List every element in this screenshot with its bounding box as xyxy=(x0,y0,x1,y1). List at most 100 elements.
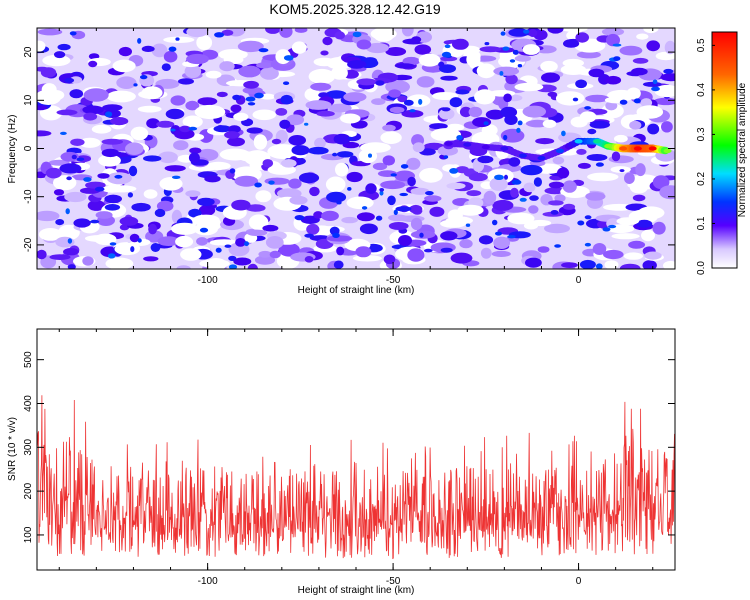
heatmap-cell xyxy=(253,134,268,150)
heatmap-cell xyxy=(179,125,191,133)
heatmap-cell xyxy=(540,60,558,73)
heatmap-cell xyxy=(89,219,100,224)
ridge-point xyxy=(481,144,490,150)
heatmap-cell xyxy=(53,189,65,196)
heatmap-cell xyxy=(88,60,98,68)
heatmap-cell xyxy=(635,163,646,177)
heatmap-cell xyxy=(419,167,443,183)
heatmap-cell xyxy=(65,208,70,215)
heatmap-cell xyxy=(131,202,151,212)
heatmap-cell xyxy=(291,145,310,156)
heatmap-cell xyxy=(158,151,178,164)
heatmap-cell xyxy=(268,180,275,185)
heatmap-cell xyxy=(361,206,368,210)
heatmap-cell xyxy=(595,263,603,269)
ridge-point xyxy=(463,142,472,147)
ridge-point xyxy=(500,146,509,151)
heatmap-cell xyxy=(130,126,149,141)
ridge-point xyxy=(556,148,564,154)
heatmap-cell xyxy=(554,244,561,248)
heatmap-cell xyxy=(432,92,459,100)
heatmap-cell xyxy=(194,104,226,120)
heatmap-cell xyxy=(356,78,378,86)
heatmap-cell xyxy=(663,68,674,74)
heatmap-cell xyxy=(347,187,352,191)
heatmap-cell xyxy=(409,109,416,113)
heatmap-cell xyxy=(346,196,374,210)
colorbar-label: Normalized spectral amplitude xyxy=(737,82,748,217)
heatmap-cell xyxy=(629,120,642,130)
heatmap-cell xyxy=(366,42,389,54)
heatmap-cell xyxy=(587,172,619,182)
heatmap-cell xyxy=(411,36,422,43)
heatmap-cell xyxy=(572,97,579,102)
heatmap-cell xyxy=(69,31,77,36)
heatmap-cell xyxy=(412,142,425,153)
heatmap-cell xyxy=(644,251,662,260)
heatmap-cell xyxy=(279,28,293,38)
heatmap-cell xyxy=(165,108,185,120)
heatmap-cell xyxy=(595,162,604,167)
heatmap-cell xyxy=(322,36,333,46)
ridge-point xyxy=(574,139,583,144)
heatmap-cell xyxy=(188,126,198,131)
heatmap-cell xyxy=(229,168,236,174)
snr-xlabel: Height of straight line (km) xyxy=(298,585,415,596)
heatmap-cell xyxy=(60,131,67,135)
heatmap-cell xyxy=(500,31,506,36)
heatmap-cell xyxy=(394,63,415,69)
heatmap-cell xyxy=(219,61,235,72)
heatmap-cell xyxy=(390,173,397,177)
heatmap-cell xyxy=(294,28,308,33)
heatmap-cell xyxy=(196,237,208,246)
heatmap-cell xyxy=(197,197,215,207)
heatmap-cell xyxy=(416,76,435,88)
heatmap-cell xyxy=(171,175,181,179)
heatmap-cell xyxy=(271,138,282,145)
heatmap-cell xyxy=(255,190,272,203)
y-tick-label: 200 xyxy=(23,482,34,499)
heatmap-cell xyxy=(533,177,543,187)
x-tick-label: -50 xyxy=(386,576,401,587)
heatmap-cell xyxy=(228,264,238,269)
heatmap-cell xyxy=(252,109,277,121)
heatmap-cell xyxy=(410,187,430,195)
heatmap-cell xyxy=(505,74,518,85)
heatmap-cell xyxy=(104,204,121,211)
heatmap-cell xyxy=(247,263,258,269)
heatmap-cell xyxy=(424,248,433,253)
heatmap-cell xyxy=(306,223,320,235)
heatmap-cell xyxy=(343,92,367,102)
heatmap-cell xyxy=(82,105,104,115)
heatmap-cell xyxy=(450,252,473,264)
heatmap-cell xyxy=(483,190,497,205)
heatmap-cell xyxy=(146,118,160,129)
heatmap-cell xyxy=(186,28,208,38)
heatmap-cell xyxy=(245,204,266,212)
colorbar-tick-label: 0.4 xyxy=(696,83,707,97)
heatmap-cell xyxy=(646,40,660,52)
colorbar-tick-label: 0.2 xyxy=(696,172,707,186)
heatmap-cell xyxy=(603,249,624,260)
heatmap-cell xyxy=(305,100,332,110)
y-tick-label: 500 xyxy=(23,351,34,368)
heatmap-cell xyxy=(231,199,251,211)
heatmap-cell xyxy=(611,233,640,240)
heatmap-cell xyxy=(336,201,342,205)
colorbar-gradient xyxy=(712,32,737,268)
heatmap-cell xyxy=(562,58,584,68)
heatmap-cell xyxy=(440,75,458,81)
heatmap-cell xyxy=(352,31,362,38)
heatmap-cell xyxy=(83,112,98,121)
heatmap-cell xyxy=(441,51,452,58)
heatmap-cell xyxy=(472,117,492,128)
heatmap-cell xyxy=(474,89,496,105)
heatmap-cell xyxy=(205,70,222,79)
heatmap-cell xyxy=(604,260,619,269)
heatmap-cell xyxy=(437,145,458,156)
heatmap-cell xyxy=(246,229,268,236)
heatmap-cell xyxy=(368,153,372,158)
heatmap-cell xyxy=(280,94,293,105)
heatmap-cell xyxy=(452,38,469,50)
